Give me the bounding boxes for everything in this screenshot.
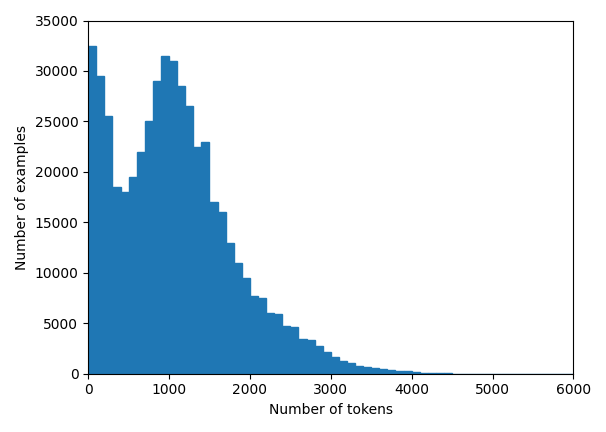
Bar bbox=[347, 362, 355, 374]
Bar bbox=[169, 61, 177, 374]
Bar bbox=[420, 372, 428, 374]
Bar bbox=[355, 365, 363, 374]
Bar bbox=[185, 106, 193, 374]
Bar bbox=[404, 372, 411, 374]
Bar bbox=[387, 370, 396, 374]
Bar bbox=[225, 242, 234, 374]
Bar bbox=[210, 202, 218, 374]
X-axis label: Number of tokens: Number of tokens bbox=[269, 403, 393, 417]
Bar bbox=[411, 372, 420, 374]
Bar bbox=[121, 192, 128, 374]
Bar bbox=[315, 346, 323, 374]
Bar bbox=[282, 326, 290, 374]
Bar bbox=[258, 298, 266, 374]
Bar bbox=[274, 314, 282, 374]
Bar bbox=[177, 86, 185, 374]
Bar bbox=[323, 352, 331, 374]
Bar bbox=[242, 278, 250, 374]
Bar bbox=[250, 296, 258, 374]
Bar bbox=[96, 76, 104, 374]
Bar bbox=[88, 46, 96, 374]
Bar bbox=[218, 212, 225, 374]
Bar bbox=[436, 373, 444, 374]
Bar bbox=[266, 313, 274, 374]
Y-axis label: Number of examples: Number of examples bbox=[15, 124, 29, 270]
Bar bbox=[145, 121, 153, 374]
Bar bbox=[161, 56, 169, 374]
Bar bbox=[234, 263, 242, 374]
Bar bbox=[396, 371, 404, 374]
Bar bbox=[339, 361, 347, 374]
Bar bbox=[290, 327, 298, 374]
Bar bbox=[371, 368, 379, 374]
Bar bbox=[363, 367, 371, 374]
Bar bbox=[201, 142, 210, 374]
Bar bbox=[307, 340, 315, 374]
Bar bbox=[298, 340, 307, 374]
Bar bbox=[128, 177, 137, 374]
Bar bbox=[113, 187, 121, 374]
Bar bbox=[428, 373, 436, 374]
Bar bbox=[153, 81, 161, 374]
Bar bbox=[137, 152, 145, 374]
Bar bbox=[104, 116, 113, 374]
Bar bbox=[379, 368, 387, 374]
Bar bbox=[193, 146, 201, 374]
Bar bbox=[331, 356, 339, 374]
